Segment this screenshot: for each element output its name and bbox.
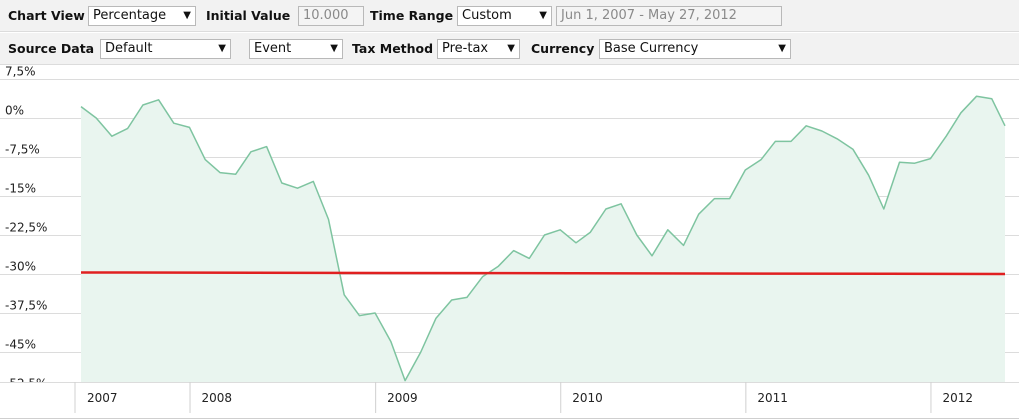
tax-method-label: Tax Method	[352, 41, 434, 56]
time-range-label: Time Range	[370, 8, 454, 23]
x-tick-label: 2007	[87, 391, 118, 405]
chevron-down-icon: ▼	[183, 10, 191, 21]
series-line	[80, 95, 1006, 382]
x-tick-label: 2009	[387, 391, 418, 405]
x-axis-layer: 2007 2008 2009 2010 2011 2012	[0, 382, 1019, 419]
chevron-down-icon: ▼	[507, 43, 515, 54]
y-tick-label: -30%	[5, 260, 36, 274]
event-value: Event	[254, 41, 292, 56]
area-layer	[80, 95, 1006, 391]
currency-label: Currency	[531, 41, 595, 56]
toolbar-row-2: Source Data Default ▼ Event ▼ Tax Method…	[0, 33, 1019, 65]
chart-view-select[interactable]: Percentage ▼	[88, 6, 196, 26]
x-axis-band	[0, 382, 1019, 419]
event-select[interactable]: Event ▼	[249, 39, 343, 59]
y-tick-label: -7,5%	[5, 143, 40, 157]
y-tick-label: 7,5%	[5, 66, 36, 79]
bottom-strip	[0, 413, 1019, 419]
chevron-down-icon: ▼	[330, 43, 338, 54]
series-area	[81, 96, 1005, 391]
tax-method-select[interactable]: Pre-tax ▼	[437, 39, 520, 59]
tax-method-value: Pre-tax	[442, 41, 489, 56]
x-tick-label: 2008	[202, 391, 233, 405]
initial-value-value: 10.000	[303, 8, 349, 23]
toolbar-row-1: Chart View Percentage ▼ Initial Value 10…	[0, 0, 1019, 32]
date-range-input[interactable]: Jun 1, 2007 - May 27, 2012	[556, 6, 782, 26]
currency-value: Base Currency	[604, 41, 699, 56]
chart-view-label: Chart View	[8, 8, 85, 23]
x-tick-label: 2011	[757, 391, 788, 405]
chevron-down-icon: ▼	[218, 43, 226, 54]
date-range-value: Jun 1, 2007 - May 27, 2012	[561, 8, 737, 23]
source-data-value: Default	[105, 41, 153, 56]
time-range-value: Custom	[462, 8, 512, 23]
source-data-select[interactable]: Default ▼	[100, 39, 231, 59]
initial-value-label: Initial Value	[206, 8, 291, 23]
y-tick-label: 0%	[5, 104, 24, 118]
time-range-select[interactable]: Custom ▼	[457, 6, 552, 26]
chart-view-value: Percentage	[93, 8, 167, 23]
performance-chart: 7,5%0%-7,5%-15%-22,5%-30%-37,5%-45%-52,5…	[0, 66, 1019, 419]
reference-line	[80, 271, 1006, 276]
reference-layer	[80, 271, 1006, 276]
chevron-down-icon: ▼	[539, 10, 547, 21]
x-tick-label: 2010	[572, 391, 603, 405]
currency-select[interactable]: Base Currency ▼	[599, 39, 791, 59]
chevron-down-icon: ▼	[778, 43, 786, 54]
y-tick-label: -45%	[5, 338, 36, 352]
y-tick-label: -22,5%	[5, 221, 47, 235]
source-data-label: Source Data	[8, 41, 95, 56]
y-tick-label: -37,5%	[5, 299, 47, 313]
initial-value-input[interactable]: 10.000	[298, 6, 364, 26]
x-tick-label: 2012	[942, 391, 973, 405]
y-tick-label: -15%	[5, 182, 36, 196]
